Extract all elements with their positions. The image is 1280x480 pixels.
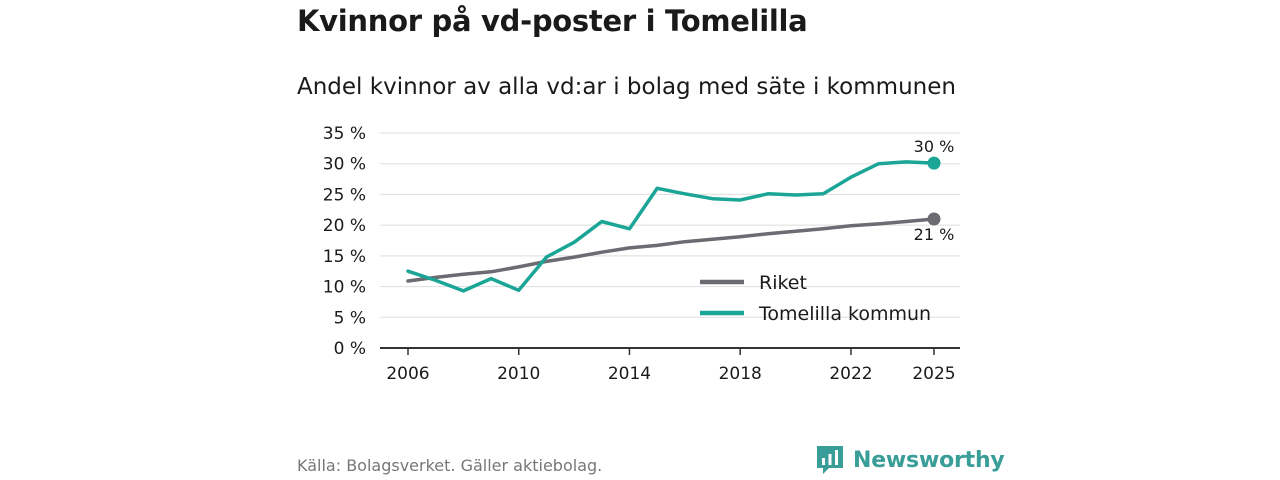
x-tick-label: 2006 <box>386 364 429 384</box>
newsworthy-logo: Newsworthy <box>815 444 1005 476</box>
y-tick-label: 15 % <box>323 247 366 267</box>
x-tick-label: 2018 <box>719 364 762 384</box>
series-line-riket <box>406 217 936 283</box>
chart-subtitle: Andel kvinnor av alla vd:ar i bolag med … <box>297 74 956 100</box>
y-tick-label: 20 % <box>323 216 366 236</box>
series-line-tomelilla-kommun <box>406 160 936 293</box>
endpoint-dot-tomelilla-kommun <box>927 156 941 170</box>
y-tick-label: 35 % <box>323 124 366 144</box>
x-tick-label: 2025 <box>912 364 955 384</box>
source-note: Källa: Bolagsverket. Gäller aktiebolag. <box>297 456 603 475</box>
brand-name: Newsworthy <box>853 447 1005 473</box>
y-tick-label: 5 % <box>334 308 366 328</box>
endpoint-label-tomelilla-kommun: 30 % <box>914 137 955 156</box>
y-tick-label: 30 % <box>323 155 366 175</box>
endpoint-label-riket: 21 % <box>914 225 955 244</box>
x-tick-label: 2014 <box>608 364 651 384</box>
y-tick-label: 0 % <box>334 339 366 359</box>
newsworthy-logo-icon <box>817 446 843 474</box>
chart-title: Kvinnor på vd-poster i Tomelilla <box>297 4 808 38</box>
x-tick-label: 2022 <box>829 364 872 384</box>
legend-label-riket: Riket <box>759 272 807 294</box>
y-tick-label: 25 % <box>323 185 366 205</box>
legend-label-tomelilla-kommun: Tomelilla kommun <box>758 303 931 325</box>
y-tick-label: 10 % <box>323 278 366 298</box>
endpoint-dot-riket <box>927 212 941 226</box>
x-tick-label: 2010 <box>497 364 540 384</box>
